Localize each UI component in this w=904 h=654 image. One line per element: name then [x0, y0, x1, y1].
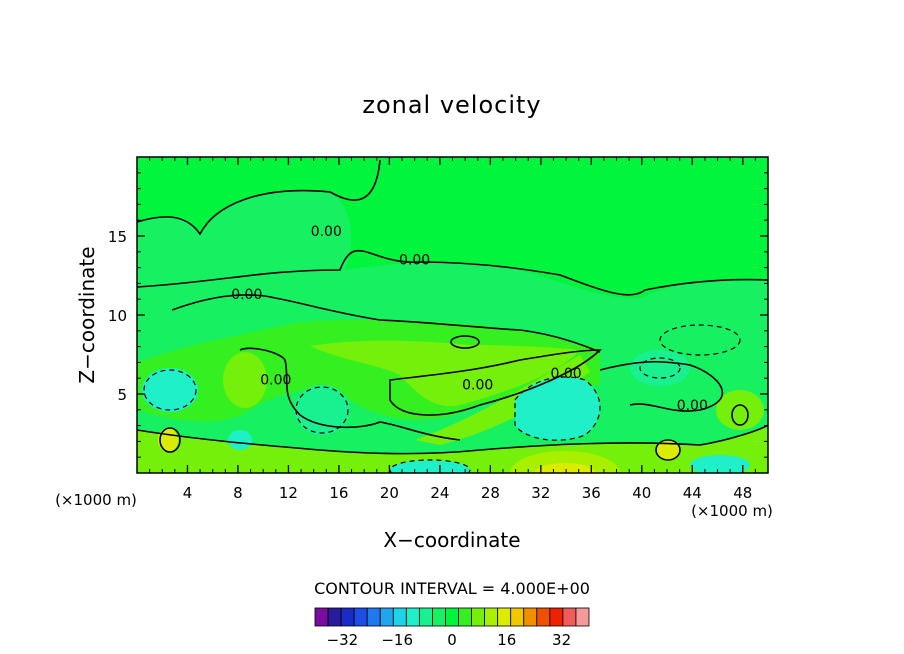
x-axis-label: X−coordinate: [383, 528, 520, 552]
colorbar: −32 −16 0 16 32: [314, 607, 590, 649]
x-tick-label-2: 12: [279, 484, 298, 502]
field-bottom-cyan-2: [228, 430, 252, 450]
contour-zero-mid: [137, 250, 768, 296]
contour-label-2: 0.00: [231, 287, 262, 303]
contour-interval-text: CONTOUR INTERVAL = 4.000E+00: [314, 579, 590, 598]
colorbar-swatch-18: [549, 607, 564, 627]
contour-zero-bottom: [137, 424, 768, 455]
x-tick-label-5: 24: [430, 484, 449, 502]
contour-neg-2: [295, 386, 349, 434]
colorbar-swatch-4: [366, 607, 381, 627]
contour-neg-1: [143, 369, 197, 411]
field-bottom-yellow-right: [656, 440, 680, 460]
contour-neg-4: [639, 357, 681, 379]
field-bottom-cyan-1: [390, 460, 470, 473]
colorbar-swatch-1: [327, 607, 342, 627]
colorbar-swatch-0: [314, 607, 329, 627]
contour-label-1: 0.00: [399, 252, 430, 268]
colorbar-swatch-8: [418, 607, 433, 627]
field-cyan-blob-left: [142, 368, 198, 412]
field-bottom-cyan-3: [690, 455, 750, 473]
contour-zero-inner: [239, 347, 461, 441]
colorbar-swatch-19: [562, 607, 577, 627]
x-tick-label-7: 32: [531, 484, 550, 502]
x-tick-label-3: 16: [329, 484, 348, 502]
field-positive-wedge-lower: [415, 355, 590, 445]
x-unit-right: (×1000 m): [691, 502, 773, 520]
x-tick-label-4: 20: [380, 484, 399, 502]
colorbar-swatch-11: [458, 607, 472, 627]
x-tick-label-1: 8: [233, 484, 243, 502]
contour-zero-right: [599, 360, 724, 412]
contour-blob-3: [450, 335, 480, 349]
colorbar-swatch-6: [392, 607, 407, 627]
contour-lines-negative: [143, 324, 741, 473]
contour-lines: [137, 159, 768, 461]
contour-zero-lower: [171, 294, 601, 353]
contour-blob-2: [655, 439, 681, 461]
y-tick-label-0: 5: [117, 386, 127, 404]
x-unit-left: (×1000 m): [55, 491, 137, 509]
contour-labels: 0.00 0.00 0.00 0.00 0.00 0.00 0.00: [231, 224, 708, 414]
chart-title: zonal velocity: [362, 91, 541, 119]
colorbar-swatch-2: [340, 607, 355, 627]
field-cyan-blob-mid: [294, 385, 350, 435]
field-yellow-green-left: [223, 352, 267, 408]
x-tick-label-8: 36: [582, 484, 601, 502]
colorbar-tick-label-0: −32: [327, 631, 359, 649]
y-tick-label-1: 10: [108, 307, 127, 325]
colorbar-swatch-20: [575, 607, 590, 627]
field-bottom-yellow: [510, 451, 620, 473]
colorbar-swatch-3: [353, 607, 368, 627]
x-tick-label-10: 44: [683, 484, 702, 502]
contour-neg-3: [514, 376, 601, 441]
y-axis-label: Z−coordinate: [75, 246, 99, 383]
colorbar-swatch-13: [484, 607, 499, 627]
contour-zero-wedge: [389, 349, 602, 416]
colorbar-swatch-7: [405, 607, 420, 627]
x-tick-label-0: 4: [183, 484, 193, 502]
colorbar-swatch-15: [510, 607, 525, 627]
field-bottom-yellow-core: [535, 463, 595, 473]
contour-field: [137, 157, 768, 473]
field-bottom-yellow-left: [158, 428, 178, 452]
colorbar-swatch-9: [432, 607, 446, 627]
x-tick-label-6: 28: [481, 484, 500, 502]
field-cyan-blob-far-right: [716, 390, 764, 430]
colorbar-tick-label-4: 32: [552, 631, 571, 649]
contour-label-6: 0.00: [677, 398, 708, 414]
colorbar-swatch-10: [445, 607, 459, 627]
contour-label-3: 0.00: [260, 373, 291, 389]
contour-label-5: 0.00: [550, 366, 581, 382]
y-tick-label-2: 15: [108, 228, 127, 246]
x-tick-label-9: 40: [632, 484, 651, 502]
colorbar-swatch-17: [536, 607, 551, 627]
contour-blob-4: [731, 404, 749, 426]
colorbar-swatch-5: [379, 607, 394, 627]
contour-neg-5: [659, 324, 741, 356]
contour-blob-1: [159, 427, 181, 453]
field-cyan-blob-right: [630, 350, 690, 386]
colorbar-tick-label-3: 16: [497, 631, 516, 649]
colorbar-swatch-14: [497, 607, 512, 627]
colorbar-tick-label-2: 0: [447, 631, 457, 649]
contour-label-0: 0.00: [311, 224, 342, 240]
y-axis: 5 10 15: [108, 172, 768, 458]
colorbar-swatch-12: [471, 607, 486, 627]
colorbar-tick-label-1: −16: [381, 631, 413, 649]
contour-label-4: 0.00: [462, 377, 493, 393]
colorbar-swatch-16: [523, 607, 538, 627]
x-tick-label-11: 48: [733, 484, 752, 502]
x-axis: 4 8 12 16 20 24 28 32 36 40 44 48: [149, 157, 756, 502]
contour-zero-upper: [137, 159, 381, 236]
field-cyan-blob-center: [515, 376, 600, 441]
